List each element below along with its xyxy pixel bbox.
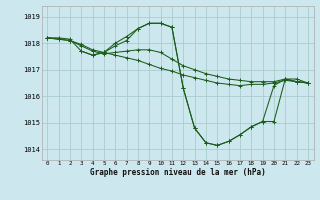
X-axis label: Graphe pression niveau de la mer (hPa): Graphe pression niveau de la mer (hPa) [90, 168, 266, 177]
